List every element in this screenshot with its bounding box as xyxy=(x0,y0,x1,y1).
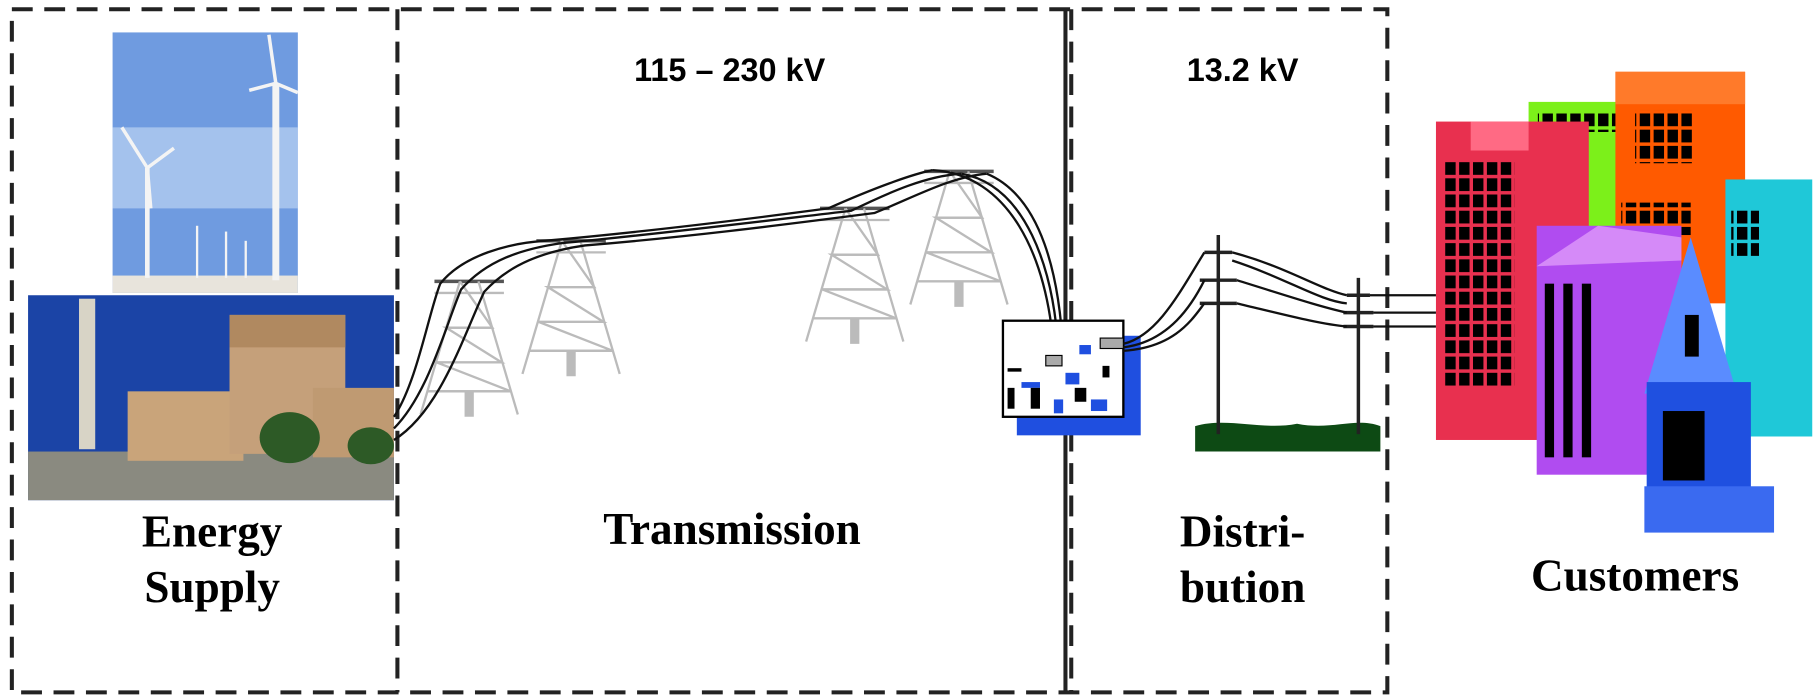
distribution-poles xyxy=(1123,235,1436,452)
transmission-wires xyxy=(392,169,1065,441)
section-label: Distri- xyxy=(1180,506,1305,556)
section-label: Supply xyxy=(144,562,280,612)
section-label: Customers xyxy=(1531,550,1739,600)
voltage-label: 115 – 230 kV xyxy=(634,52,825,88)
section-label: Energy xyxy=(142,506,283,556)
wind-farm-photo xyxy=(112,32,299,293)
customer-buildings xyxy=(1435,71,1813,533)
substation xyxy=(1001,319,1141,436)
transmission-towers xyxy=(421,171,1008,416)
power-plant-photo xyxy=(28,295,394,501)
section-label: Transmission xyxy=(603,504,861,554)
voltage-label: 13.2 kV xyxy=(1187,52,1299,88)
section-label: bution xyxy=(1180,562,1305,612)
